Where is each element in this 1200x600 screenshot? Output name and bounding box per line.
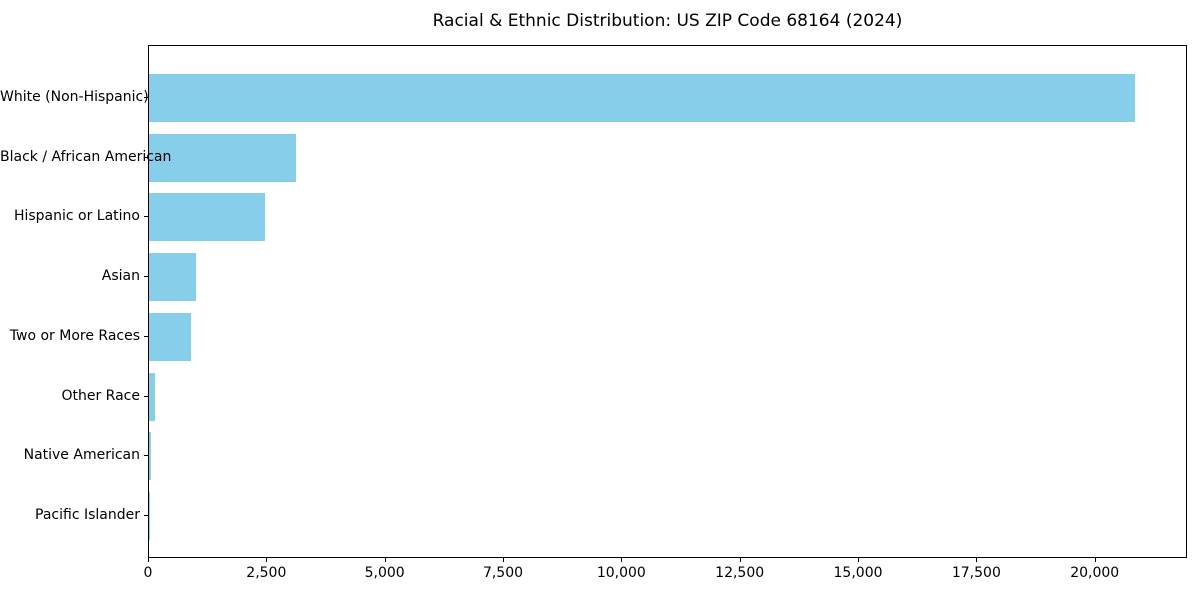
x-tick-label: 15,000 (833, 565, 883, 581)
x-tick-label: 5,000 (364, 565, 405, 581)
x-tick-label: 17,500 (951, 565, 1001, 581)
y-tick-label: Other Race (61, 387, 140, 404)
bar (149, 372, 155, 421)
x-tick-mark (858, 558, 860, 562)
y-tick-mark (144, 514, 148, 516)
y-tick-label: Two or More Races (9, 327, 140, 344)
y-tick-label: Asian (101, 268, 140, 285)
x-tick-label: 7,500 (482, 565, 524, 581)
x-tick-label: 20,000 (1070, 565, 1120, 581)
x-tick-mark (148, 558, 149, 562)
x-tick-mark (739, 558, 741, 562)
y-tick-label: White (Non-Hispanic) (0, 89, 149, 105)
x-tick-label: 12,500 (715, 565, 765, 581)
y-tick-label: Pacific Islander (35, 506, 140, 523)
y-tick-label: Black / African American (0, 148, 172, 165)
y-tick-mark (144, 156, 148, 158)
chart-title: Racial & Ethnic Distribution: US ZIP Cod… (432, 11, 903, 31)
y-tick-label: Native American (23, 447, 140, 464)
x-tick-mark (266, 558, 268, 562)
bar (149, 491, 150, 540)
bar (149, 74, 1135, 122)
x-tick-mark (384, 558, 386, 562)
bar (149, 193, 265, 242)
y-tick-mark (144, 335, 148, 337)
x-tick-label: 0 (143, 565, 153, 581)
plot-area (148, 45, 1187, 558)
y-tick-label: Hispanic or Latino (13, 208, 140, 225)
bar (149, 432, 151, 481)
bar (149, 133, 297, 182)
x-tick-mark (1094, 558, 1096, 562)
y-tick-mark (144, 216, 148, 218)
bar (149, 253, 197, 302)
x-tick-mark (503, 558, 504, 562)
y-tick-mark (144, 276, 148, 278)
x-tick-mark (621, 558, 623, 562)
x-tick-label: 10,000 (596, 565, 646, 581)
x-tick-mark (976, 558, 978, 562)
y-tick-mark (144, 455, 148, 457)
y-tick-mark (144, 395, 148, 397)
y-tick-mark (144, 97, 148, 98)
bar (149, 312, 192, 361)
x-tick-label: 2,500 (246, 565, 287, 581)
